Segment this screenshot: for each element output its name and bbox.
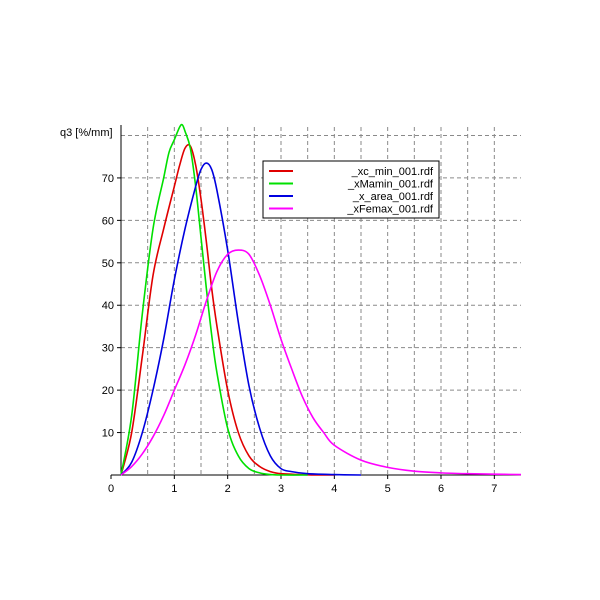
x-tick-label: 3 (278, 483, 284, 495)
y-tick-label: 60 (102, 215, 114, 227)
legend: _xc_min_001.rdf_xMamin_001.rdf_x_area_00… (262, 160, 440, 219)
legend-label-2: _xMamin_001.rdf (347, 179, 434, 191)
series-line-1 (120, 143, 335, 476)
legend-label-4: _xFemax_001.rdf (346, 204, 434, 216)
y-tick-label: 40 (102, 300, 114, 312)
y-tick-label: 50 (102, 258, 114, 270)
x-tick-label: 2 (225, 483, 231, 495)
series-line-2 (120, 123, 308, 476)
x-tick-label: 5 (385, 483, 391, 495)
legend-items: _xc_min_001.rdf_xMamin_001.rdf_x_area_00… (269, 166, 434, 216)
x-tick-label: 1 (171, 483, 177, 495)
x-tick-label: 6 (438, 483, 444, 495)
series-lines (120, 123, 522, 476)
x-tick-label: 4 (331, 483, 337, 495)
y-tick-label: 70 (102, 173, 114, 185)
x-axis-ticks: 0 1 2 3 4 5 6 7 (108, 475, 497, 495)
legend-label-3: _x_area_001.rdf (352, 191, 434, 203)
y-tick-label: 30 (102, 343, 114, 355)
y-tick-label: 10 (102, 428, 114, 440)
y-axis-title: q3 [%/mm] (60, 127, 113, 139)
y-axis-ticks: 10 20 30 40 50 60 70 (102, 173, 121, 440)
axes: 0 1 2 3 4 5 6 7 10 20 30 40 50 60 70 (102, 125, 521, 495)
x-tick-label: 7 (491, 483, 497, 495)
legend-label-1: _xc_min_001.rdf (351, 166, 434, 178)
y-tick-label: 20 (102, 385, 114, 397)
x-tick-label: 0 (108, 483, 114, 495)
series-line-4 (120, 249, 522, 476)
series-line-3 (120, 162, 362, 476)
